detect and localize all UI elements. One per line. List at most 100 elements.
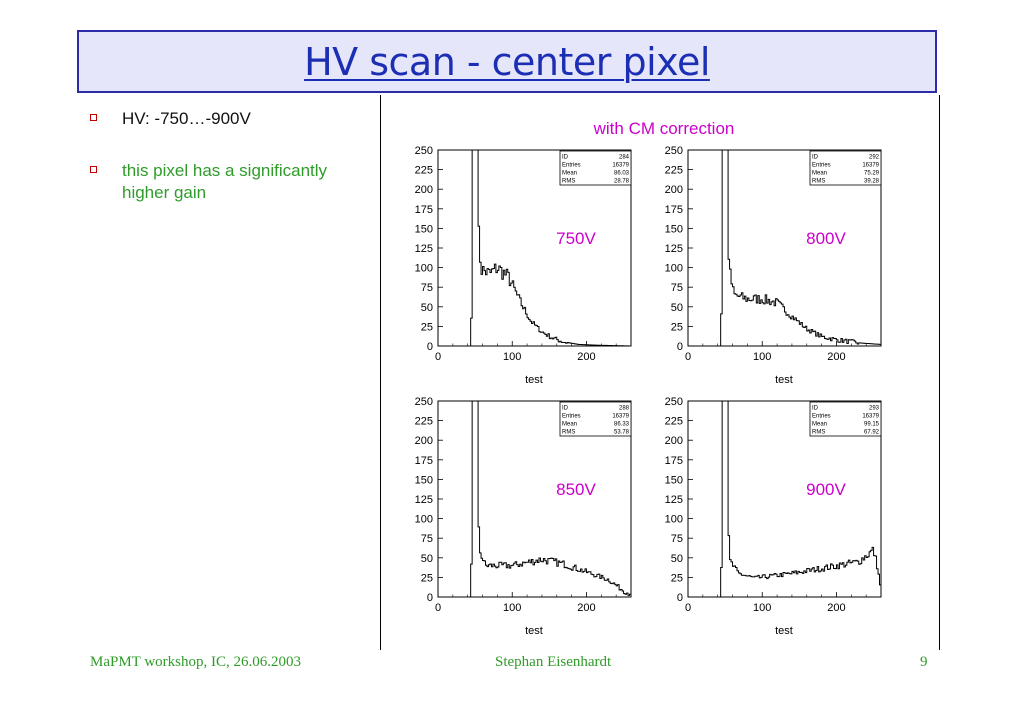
y-tick-label: 0 bbox=[677, 592, 683, 604]
x-tick-label: 0 bbox=[435, 351, 441, 363]
x-tick-label: 0 bbox=[685, 351, 691, 363]
bullet-list: HV: -750…-900V this pixel has a signific… bbox=[90, 108, 370, 234]
y-tick-label: 125 bbox=[665, 494, 683, 506]
y-tick-label: 100 bbox=[415, 263, 433, 275]
stats-value: 39.28 bbox=[864, 179, 880, 185]
footer-author: Stephan Eisenhardt bbox=[495, 654, 612, 670]
stats-value: 16379 bbox=[612, 163, 629, 169]
y-tick-label: 75 bbox=[671, 282, 683, 294]
x-tick-label: 200 bbox=[577, 351, 595, 363]
y-tick-label: 125 bbox=[415, 243, 433, 255]
stats-value: 284 bbox=[619, 155, 630, 161]
y-tick-label: 175 bbox=[665, 204, 683, 216]
stats-box bbox=[809, 150, 882, 186]
stats-value: 16379 bbox=[862, 414, 879, 420]
histogram-line bbox=[438, 149, 631, 347]
stats-value: 293 bbox=[869, 406, 880, 412]
stats-value: 99.15 bbox=[864, 422, 880, 428]
x-axis-label: test bbox=[525, 625, 543, 637]
stats-value: 75.29 bbox=[864, 171, 880, 177]
stats-key: ID bbox=[562, 155, 569, 161]
x-axis-label: test bbox=[525, 374, 543, 386]
y-tick-label: 175 bbox=[415, 455, 433, 467]
histogram-line bbox=[438, 400, 631, 598]
y-tick-label: 25 bbox=[671, 321, 683, 333]
stats-value: 67.92 bbox=[864, 430, 880, 436]
x-tick-label: 100 bbox=[503, 351, 521, 363]
y-tick-label: 150 bbox=[665, 223, 683, 235]
stats-box bbox=[559, 401, 632, 437]
stats-key: Mean bbox=[812, 171, 827, 177]
x-tick-label: 200 bbox=[827, 351, 845, 363]
y-tick-label: 25 bbox=[421, 572, 433, 584]
bullet-square-icon bbox=[90, 114, 97, 121]
hv-label: 900V bbox=[806, 480, 846, 499]
page-number: 9 bbox=[920, 654, 928, 670]
stats-key: Entries bbox=[812, 414, 831, 420]
histogram-panel-900V: 0 25 50 75 100 125 150 175 200 225 250 0 100 200 test I… bbox=[665, 396, 882, 637]
y-tick-label: 125 bbox=[665, 243, 683, 255]
plot-frame: with CM correction 0 25 50 75 100 125 150 175 200… bbox=[380, 95, 940, 650]
bullet-gain-note: this pixel has a significantly higher ga… bbox=[90, 160, 370, 204]
x-tick-label: 100 bbox=[503, 602, 521, 614]
y-tick-label: 125 bbox=[415, 494, 433, 506]
stats-key: RMS bbox=[562, 430, 575, 436]
x-tick-label: 200 bbox=[827, 602, 845, 614]
stats-key: ID bbox=[812, 406, 819, 412]
x-tick-label: 100 bbox=[753, 602, 771, 614]
x-axis-label: test bbox=[775, 374, 793, 386]
stats-value: 86.03 bbox=[614, 171, 630, 177]
bullet-square-icon bbox=[90, 166, 97, 173]
y-tick-label: 150 bbox=[415, 474, 433, 486]
stats-value: 16379 bbox=[862, 163, 879, 169]
x-tick-label: 0 bbox=[685, 602, 691, 614]
x-tick-label: 100 bbox=[753, 351, 771, 363]
y-tick-label: 100 bbox=[665, 263, 683, 275]
y-tick-label: 0 bbox=[427, 592, 433, 604]
y-tick-label: 50 bbox=[671, 553, 683, 565]
stats-key: RMS bbox=[812, 430, 825, 436]
hv-label: 750V bbox=[556, 229, 596, 248]
y-tick-label: 250 bbox=[665, 145, 683, 157]
histogram-line bbox=[688, 400, 881, 598]
stats-key: Mean bbox=[562, 171, 577, 177]
hv-label: 800V bbox=[806, 229, 846, 248]
bullet-hv-range: HV: -750…-900V bbox=[90, 108, 370, 130]
y-tick-label: 250 bbox=[415, 396, 433, 408]
x-tick-label: 0 bbox=[435, 602, 441, 614]
stats-key: ID bbox=[562, 406, 569, 412]
histogram-grid: with CM correction 0 25 50 75 100 125 150 175 200… bbox=[415, 119, 882, 637]
stats-box bbox=[809, 401, 882, 437]
stats-value: 28.78 bbox=[614, 179, 630, 185]
plot-caption: with CM correction bbox=[593, 119, 735, 138]
y-tick-label: 225 bbox=[415, 416, 433, 428]
stats-value: 16379 bbox=[612, 414, 629, 420]
x-axis-label: test bbox=[775, 625, 793, 637]
y-tick-label: 25 bbox=[671, 572, 683, 584]
stats-value: 288 bbox=[619, 406, 630, 412]
x-tick-label: 200 bbox=[577, 602, 595, 614]
y-tick-label: 225 bbox=[415, 165, 433, 177]
y-tick-label: 150 bbox=[415, 223, 433, 235]
y-tick-label: 225 bbox=[665, 416, 683, 428]
page-title: HV scan - center pixel bbox=[304, 39, 710, 84]
y-tick-label: 50 bbox=[671, 302, 683, 314]
y-tick-label: 75 bbox=[421, 533, 433, 545]
y-tick-label: 100 bbox=[665, 514, 683, 526]
stats-key: Mean bbox=[812, 422, 827, 428]
stats-value: 292 bbox=[869, 155, 880, 161]
y-tick-label: 75 bbox=[671, 533, 683, 545]
footer-event: MaPMT workshop, IC, 26.06.2003 bbox=[90, 654, 301, 670]
y-tick-label: 0 bbox=[427, 341, 433, 353]
y-tick-label: 200 bbox=[415, 435, 433, 447]
title-box: HV scan - center pixel bbox=[77, 30, 937, 93]
y-tick-label: 150 bbox=[665, 474, 683, 486]
stats-key: RMS bbox=[562, 179, 575, 185]
y-tick-label: 100 bbox=[415, 514, 433, 526]
stats-key: Entries bbox=[562, 414, 581, 420]
stats-key: ID bbox=[812, 155, 819, 161]
y-tick-label: 200 bbox=[415, 184, 433, 196]
y-tick-label: 175 bbox=[415, 204, 433, 216]
y-tick-label: 50 bbox=[421, 553, 433, 565]
y-tick-label: 200 bbox=[665, 435, 683, 447]
